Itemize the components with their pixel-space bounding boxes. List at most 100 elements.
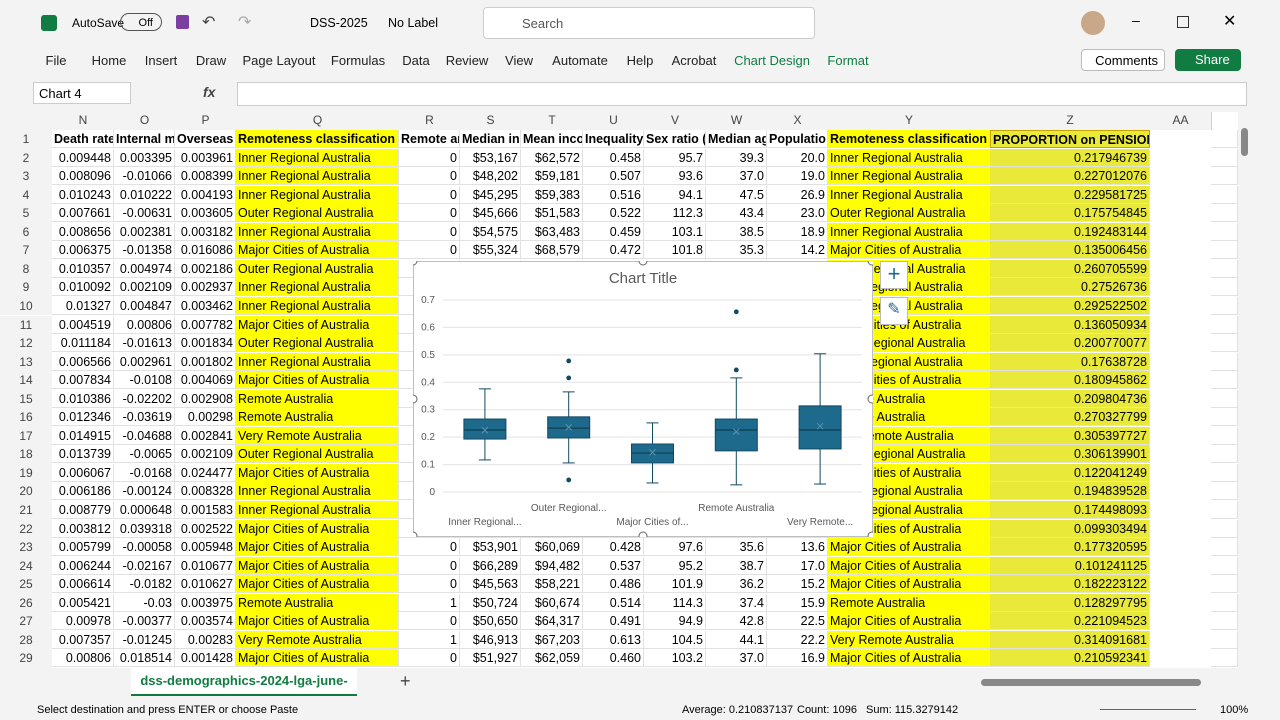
cell[interactable]: 42.8 [706, 612, 767, 631]
cell[interactable]: 0.003812 [52, 519, 114, 538]
cell[interactable]: $62,572 [521, 148, 583, 167]
cell[interactable]: Populatio [767, 130, 828, 148]
cell[interactable]: 0.012346 [52, 408, 114, 427]
ribbon-tab[interactable]: File [45, 53, 67, 68]
undo-icon[interactable]: ↶ [202, 14, 216, 31]
ribbon-tab[interactable]: Automate [552, 53, 608, 68]
cell[interactable]: 0.008399 [175, 167, 236, 186]
cell[interactable]: $53,167 [460, 148, 521, 167]
sheet-tab[interactable]: dss-demographics-2024-lga-june- [131, 668, 357, 696]
cell[interactable]: 19.0 [767, 167, 828, 186]
cell[interactable]: 43.4 [706, 204, 767, 223]
cell[interactable]: 0.122041249 [990, 463, 1150, 482]
cell[interactable]: 0.001428 [175, 649, 236, 668]
cell[interactable]: -0.00631 [114, 204, 175, 223]
cell[interactable]: Inner Regional Australia [236, 296, 399, 315]
cell[interactable]: 0.229581725 [990, 185, 1150, 204]
cell[interactable]: 112.3 [644, 204, 706, 223]
ribbon-tab[interactable]: Chart Design [734, 53, 810, 68]
cell[interactable]: Median ag [706, 130, 767, 148]
cell[interactable]: 0.006375 [52, 241, 114, 260]
cell[interactable]: Very Remote Australia [236, 426, 399, 445]
cell[interactable]: 0.613 [583, 630, 644, 649]
cell[interactable]: Major Cities of Australia [828, 241, 990, 260]
cell[interactable]: 0.003395 [114, 148, 175, 167]
redo-icon[interactable]: ↷ [238, 14, 252, 31]
cell[interactable]: Outer Regional Australia [236, 445, 399, 464]
cell[interactable]: PROPORTION on PENSIONS [990, 130, 1150, 148]
cell[interactable]: 0.305397727 [990, 426, 1150, 445]
cell[interactable]: 0.458 [583, 148, 644, 167]
cell[interactable]: 0.007782 [175, 315, 236, 334]
cell[interactable]: 103.1 [644, 222, 706, 241]
cell[interactable]: Major Cities of Australia [828, 612, 990, 631]
resize-handle[interactable] [413, 531, 418, 537]
cell[interactable]: Major Cities of Australia [828, 649, 990, 668]
cell[interactable]: 0.013739 [52, 445, 114, 464]
cell[interactable]: 0.002937 [175, 278, 236, 297]
cell[interactable]: 15.2 [767, 575, 828, 594]
cell[interactable]: $60,674 [521, 593, 583, 612]
cell[interactable]: 35.3 [706, 241, 767, 260]
maximize[interactable] [1177, 16, 1189, 28]
cell[interactable]: Inner Regional Australia [236, 167, 399, 186]
cell[interactable]: 0.002961 [114, 352, 175, 371]
cell[interactable]: 0.004847 [114, 296, 175, 315]
cell[interactable]: 0.006067 [52, 463, 114, 482]
cell[interactable]: 0.01327 [52, 296, 114, 315]
cell[interactable]: 0.001834 [175, 334, 236, 353]
cell[interactable]: $54,575 [460, 222, 521, 241]
cell[interactable]: 38.5 [706, 222, 767, 241]
cell[interactable]: Inner Regional Australia [236, 501, 399, 519]
cell[interactable]: Inner Regional Australia [828, 222, 990, 241]
cell[interactable]: 0.507 [583, 167, 644, 186]
cell[interactable]: 0.306139901 [990, 445, 1150, 464]
cell[interactable]: Outer Regional Australia [236, 334, 399, 353]
cell[interactable]: 0 [399, 222, 460, 241]
cell[interactable]: 22.2 [767, 630, 828, 649]
cell[interactable]: 16.9 [767, 649, 828, 668]
cell[interactable]: 101.9 [644, 575, 706, 594]
cell[interactable]: 1 [399, 593, 460, 612]
cell[interactable]: 0.472 [583, 241, 644, 260]
cell[interactable]: 0.007357 [52, 630, 114, 649]
cell[interactable]: 18.9 [767, 222, 828, 241]
zoom-slider[interactable] [1100, 709, 1196, 710]
ribbon-tab[interactable]: Insert [144, 53, 178, 68]
cell[interactable]: Major Cities of Australia [236, 649, 399, 668]
resize-handle[interactable] [867, 261, 873, 266]
cell[interactable]: 0.008656 [52, 222, 114, 241]
cell[interactable]: $51,583 [521, 204, 583, 223]
cell[interactable]: 44.1 [706, 630, 767, 649]
cell[interactable]: 0.460 [583, 649, 644, 668]
cell[interactable]: 0.005799 [52, 538, 114, 557]
cell[interactable]: 0.177320595 [990, 538, 1150, 557]
cell[interactable]: Overseas m [175, 130, 236, 148]
cell[interactable]: 0.006186 [52, 482, 114, 501]
ribbon-tab[interactable]: Home [91, 53, 127, 68]
ribbon-tab[interactable]: Data [402, 53, 430, 68]
cell[interactable]: 0.00978 [52, 612, 114, 631]
ribbon-tab[interactable]: Review [445, 53, 489, 68]
cell[interactable]: Remote Australia [828, 593, 990, 612]
resize-handle[interactable] [413, 394, 418, 404]
cell[interactable]: $59,181 [521, 167, 583, 186]
cell[interactable]: 93.6 [644, 167, 706, 186]
cell[interactable]: -0.04688 [114, 426, 175, 445]
cell[interactable]: 114.3 [644, 593, 706, 612]
cell[interactable]: $60,069 [521, 538, 583, 557]
cell[interactable]: Outer Regional Australia [236, 259, 399, 278]
cell[interactable]: 0.314091681 [990, 630, 1150, 649]
cell[interactable]: 0.001802 [175, 352, 236, 371]
cell[interactable]: 0.010386 [52, 389, 114, 408]
cell[interactable]: $45,666 [460, 204, 521, 223]
cell[interactable]: Mean inco [521, 130, 583, 148]
cell[interactable]: 22.5 [767, 612, 828, 631]
cell[interactable]: Internal m [114, 130, 175, 148]
cell[interactable]: 0.024477 [175, 463, 236, 482]
cell[interactable]: 0.010357 [52, 259, 114, 278]
cell[interactable]: 0.00298 [175, 408, 236, 427]
ribbon-tab[interactable]: Formulas [330, 53, 386, 68]
cell[interactable]: 0.002522 [175, 519, 236, 538]
cell[interactable]: 0.010222 [114, 185, 175, 204]
